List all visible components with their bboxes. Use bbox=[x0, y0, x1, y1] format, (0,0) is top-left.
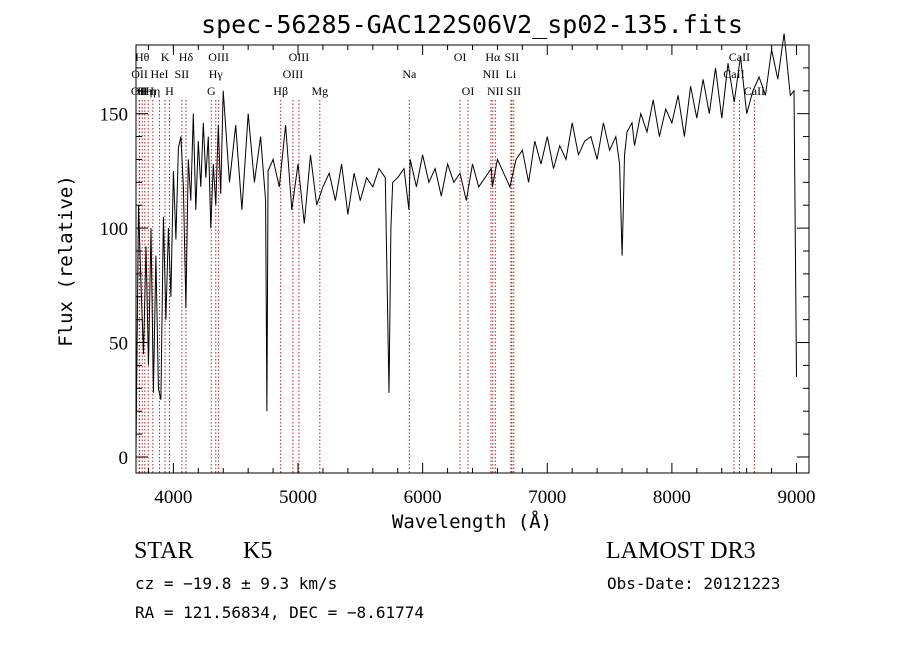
survey-name: LAMOST DR3 bbox=[606, 538, 756, 564]
spectral-line-label: OIII bbox=[208, 50, 229, 64]
spectral-line-label: Hθ bbox=[135, 50, 150, 64]
object-class: STAR bbox=[134, 538, 194, 564]
y-tick-label: 150 bbox=[100, 105, 129, 126]
spectral-line-markers: OIIOIIHθHηHηHηHeIKHSIIHδGHγOIIIHβOIIIOII… bbox=[131, 50, 765, 473]
x-tick-label: 8000 bbox=[653, 487, 691, 508]
spectral-line-label: NII bbox=[483, 67, 500, 81]
axes-layer: 4000 5000 6000 7000 8000 9000 0 50 100 150 bbox=[100, 45, 816, 508]
spectral-line-label: K bbox=[161, 50, 170, 64]
spectral-line-label: OIII bbox=[289, 50, 310, 64]
spectral-line-label: NII bbox=[487, 84, 504, 98]
spectral-subclass: K5 bbox=[243, 538, 273, 564]
spectral-line-label: OIII bbox=[283, 67, 304, 81]
x-tick-label: 4000 bbox=[154, 487, 192, 508]
spectral-line-label: OII bbox=[131, 67, 148, 81]
spectral-line-label: Hγ bbox=[209, 67, 224, 81]
spectral-line-label: CaII bbox=[729, 50, 750, 64]
x-tick-label: 5000 bbox=[279, 487, 317, 508]
y-tick-label: 0 bbox=[119, 448, 129, 469]
spectral-line-label: CaII bbox=[723, 67, 744, 81]
spectral-line-label: Hδ bbox=[179, 50, 194, 64]
x-tick-label: 9000 bbox=[778, 487, 816, 508]
spectral-line-label: HeI bbox=[151, 67, 169, 81]
y-tick-label: 100 bbox=[100, 219, 129, 240]
spectral-line-label: SII bbox=[505, 50, 520, 64]
velocity-readout: cz = −19.8 ± 9.3 km/s bbox=[135, 574, 338, 593]
spectral-line-label: SII bbox=[175, 67, 190, 81]
coordinates-readout: RA = 121.56834, DEC = −8.61774 bbox=[135, 603, 424, 622]
spectrum-flux-line bbox=[135, 33, 797, 453]
spectral-line-label: OI bbox=[454, 50, 467, 64]
spectral-line-label: H bbox=[165, 84, 174, 98]
spectral-line-label: G bbox=[207, 84, 216, 98]
spectral-line-label: Li bbox=[506, 67, 517, 81]
x-axis-label: Wavelength (Å) bbox=[392, 510, 552, 533]
series-layer bbox=[135, 33, 797, 453]
spectral-line-label: Na bbox=[402, 67, 417, 81]
spectral-line-label: Hη bbox=[137, 84, 152, 98]
spectral-line-label: SII bbox=[506, 84, 521, 98]
spectral-line-label: Hβ bbox=[273, 84, 288, 98]
spectral-line-label: Hα bbox=[485, 50, 501, 64]
x-tick-label: 6000 bbox=[404, 487, 442, 508]
spectral-line-label: OI bbox=[462, 84, 475, 98]
spectral-line-label: Mg bbox=[311, 84, 328, 98]
observation-date: Obs-Date: 20121223 bbox=[607, 574, 781, 593]
y-axis-label: Flux (relative) bbox=[55, 175, 77, 347]
spectral-line-label: CaII bbox=[744, 84, 765, 98]
spectral-line-label: Hη bbox=[141, 84, 156, 98]
chart-title: spec-56285-GAC122S06V2_sp02-135.fits bbox=[201, 10, 743, 39]
y-tick-label: 50 bbox=[109, 334, 128, 355]
x-tick-label: 7000 bbox=[528, 487, 566, 508]
spectral-line-label: Hη bbox=[145, 84, 160, 98]
